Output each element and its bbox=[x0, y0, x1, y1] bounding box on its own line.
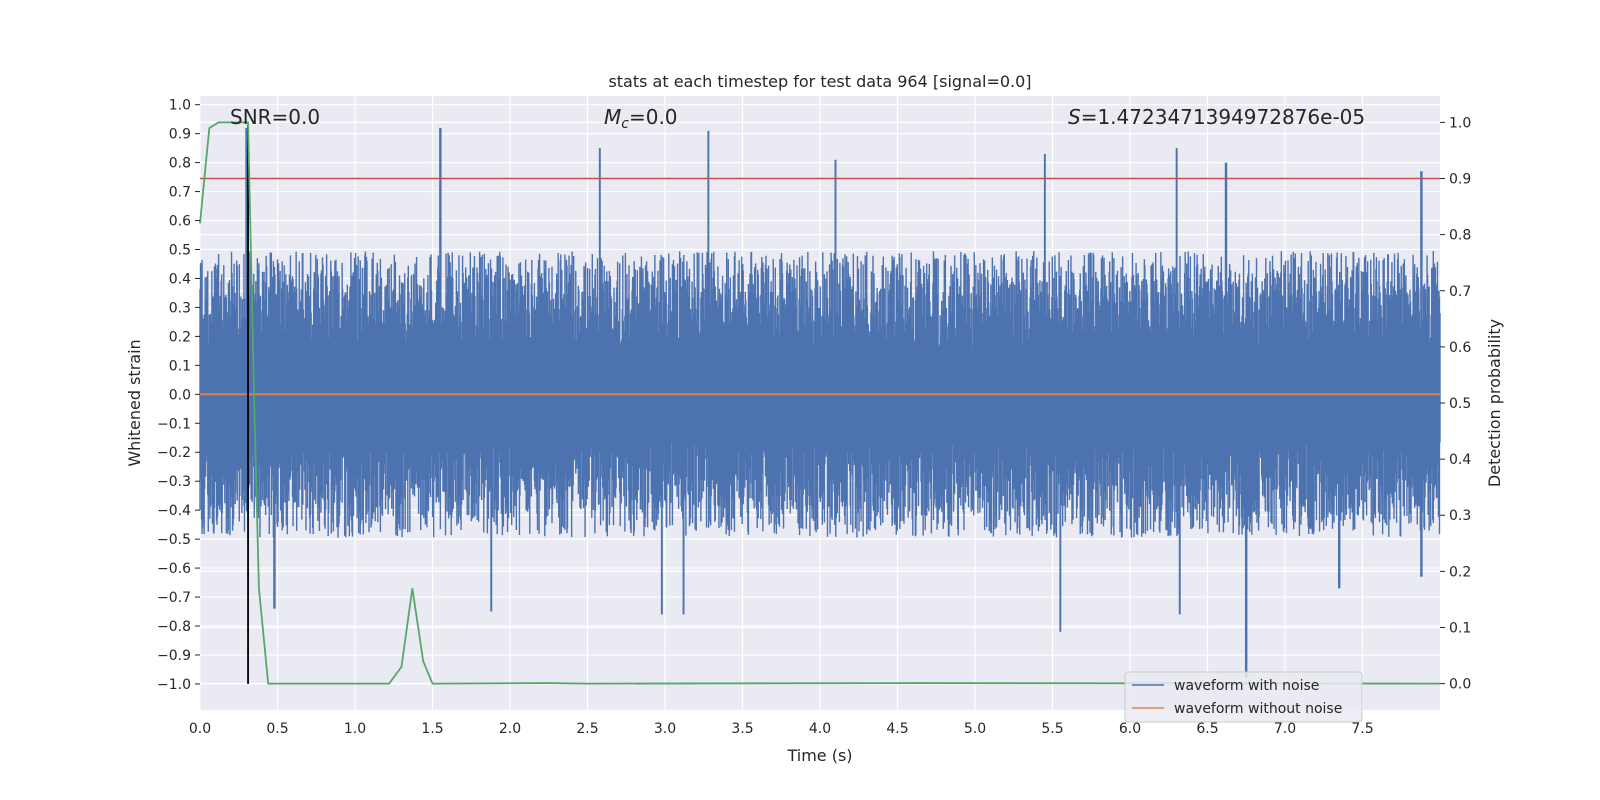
y-tick-label: 0.5 bbox=[169, 243, 191, 259]
legend: waveform with noise waveform without noi… bbox=[1124, 671, 1363, 723]
annotation-snr: SNR=0.0 bbox=[230, 105, 320, 129]
x-tick-label: 6.5 bbox=[1196, 721, 1218, 737]
y-tick-label: 0.6 bbox=[169, 214, 191, 230]
annotation-chirp-mass-value: =0.0 bbox=[629, 105, 678, 129]
y-tick-label: 0.8 bbox=[169, 156, 191, 172]
annotation-s-value: =1.4723471394972876e-05 bbox=[1081, 105, 1365, 129]
x-tick-label: 7.0 bbox=[1274, 721, 1296, 737]
legend-box bbox=[1124, 671, 1363, 723]
y-tick-label: 0.1 bbox=[169, 358, 191, 374]
x-tick-label: 7.5 bbox=[1351, 721, 1373, 737]
y-tick-label: −0.3 bbox=[157, 474, 191, 490]
y-axis-left-label: Whitened strain bbox=[125, 339, 144, 466]
annotation-chirp-mass-symbol: M bbox=[604, 105, 621, 129]
x-tick-label: 2.5 bbox=[576, 721, 598, 737]
x-tick-label: 0.0 bbox=[189, 721, 211, 737]
y-tick-label: −0.1 bbox=[157, 416, 191, 432]
y-tick-label: −0.5 bbox=[157, 532, 191, 548]
annotation-chirp-mass-subscript: c bbox=[621, 116, 629, 132]
y-tick-label: −0.7 bbox=[157, 590, 191, 606]
y-tick-label: 0.3 bbox=[169, 300, 191, 316]
y-tick-label: 0.4 bbox=[169, 271, 191, 287]
x-tick-label: 5.0 bbox=[964, 721, 986, 737]
overlays bbox=[199, 121, 1441, 685]
x-axis-label: Time (s) bbox=[786, 746, 852, 765]
detection-probability-line bbox=[199, 121, 1441, 685]
y-tick-label: 0.2 bbox=[169, 329, 191, 345]
y-tick-label: −0.2 bbox=[157, 445, 191, 461]
x-tick-label: 3.0 bbox=[654, 721, 676, 737]
x-tick-label: 5.5 bbox=[1041, 721, 1063, 737]
annotation-s: S=1.4723471394972876e-05 bbox=[1068, 105, 1365, 129]
x-axis-ticks: 0.0 0.5 1.0 1.5 2.0 2.5 3.0 3.5 4.0 4.5 5.0 5.5 6.0 6… bbox=[189, 721, 1374, 737]
y-axis-right-label: Detection probability bbox=[1485, 319, 1504, 487]
y-tick-label: 0.0 bbox=[169, 387, 191, 403]
y2-tick-label: 0.1 bbox=[1449, 620, 1471, 636]
legend-entry-waveform-with-noise: waveform with noise bbox=[1174, 678, 1319, 694]
y2-tick-label: 0.7 bbox=[1449, 284, 1471, 300]
y2-tick-label: 0.4 bbox=[1449, 452, 1471, 468]
y-tick-label: −0.8 bbox=[157, 619, 191, 635]
y-tick-label: −0.4 bbox=[157, 503, 191, 519]
y-axis-left-ticks: 1.0 0.9 0.8 0.7 0.6 0.5 0.4 0.3 0.2 0.1 0.0 −0.1 −0.… bbox=[157, 98, 200, 693]
x-tick-label: 3.5 bbox=[731, 721, 753, 737]
y2-tick-label: 0.8 bbox=[1449, 228, 1471, 244]
y-axis-right-ticks: 1.0 0.9 0.8 0.7 0.6 0.5 0.4 0.3 0.2 0.1 0.0 bbox=[1440, 115, 1471, 693]
y-tick-label: 0.7 bbox=[169, 185, 191, 201]
y-tick-label: 1.0 bbox=[169, 98, 191, 114]
chart-title: stats at each timestep for test data 964… bbox=[608, 72, 1031, 91]
y2-tick-label: 0.3 bbox=[1449, 508, 1471, 524]
y-tick-label: 0.9 bbox=[169, 127, 191, 143]
y-tick-label: −1.0 bbox=[157, 677, 191, 693]
legend-entry-waveform-without-noise: waveform without noise bbox=[1174, 701, 1342, 717]
annotation-s-symbol: S bbox=[1068, 105, 1081, 129]
x-tick-label: 6.0 bbox=[1119, 721, 1141, 737]
x-tick-label: 2.0 bbox=[499, 721, 521, 737]
x-tick-label: 4.5 bbox=[886, 721, 908, 737]
x-tick-label: 1.5 bbox=[421, 721, 443, 737]
y-tick-label: −0.9 bbox=[157, 648, 191, 664]
y-tick-label: −0.6 bbox=[157, 561, 191, 577]
y2-tick-label: 0.5 bbox=[1449, 396, 1471, 412]
y2-tick-label: 0.2 bbox=[1449, 564, 1471, 580]
x-tick-label: 1.0 bbox=[344, 721, 366, 737]
x-tick-label: 4.0 bbox=[809, 721, 831, 737]
y2-tick-label: 0.9 bbox=[1449, 172, 1471, 188]
x-tick-label: 0.5 bbox=[266, 721, 288, 737]
annotation-chirp-mass: Mc=0.0 bbox=[604, 105, 678, 132]
y2-tick-label: 1.0 bbox=[1449, 115, 1471, 131]
y2-tick-label: 0.0 bbox=[1449, 677, 1471, 693]
y2-tick-label: 0.6 bbox=[1449, 340, 1471, 356]
